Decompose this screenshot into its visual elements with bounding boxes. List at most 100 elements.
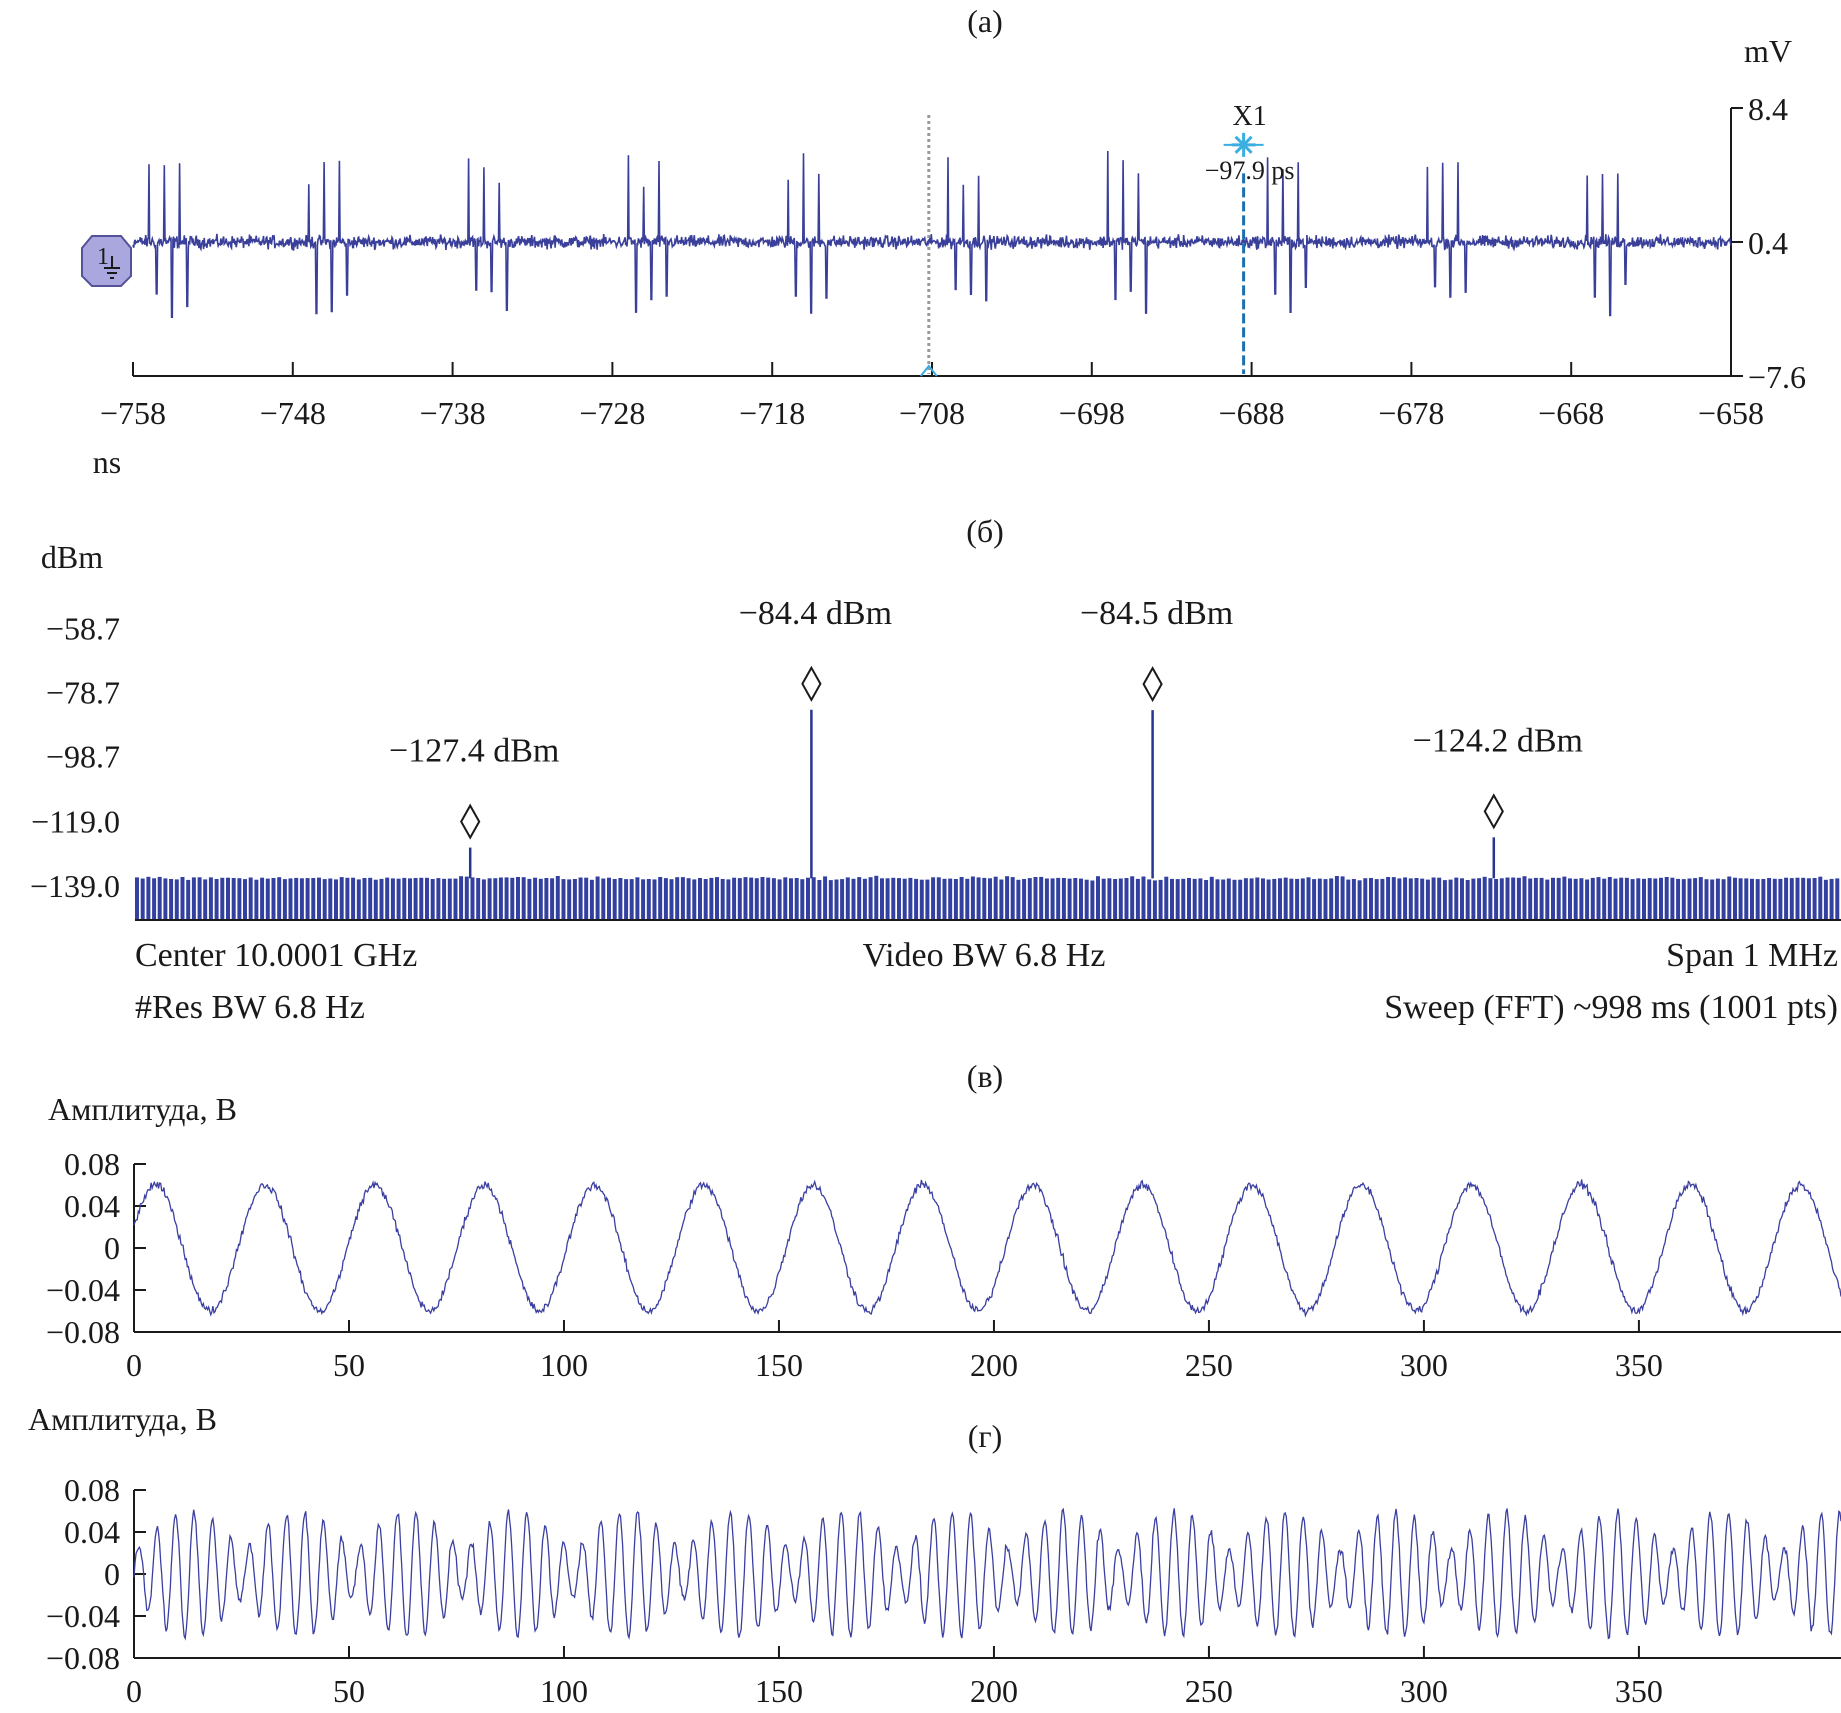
noise-bar bbox=[1653, 878, 1658, 920]
panel-d-x-tick-label: 50 bbox=[333, 1673, 365, 1709]
panel-d-y-tick-label: −0.08 bbox=[46, 1640, 120, 1676]
panel-d-y-tick-label: 0.04 bbox=[64, 1514, 120, 1550]
panel-a-label: (а) bbox=[967, 3, 1003, 39]
noise-bar bbox=[1039, 876, 1044, 920]
noise-bar bbox=[1607, 877, 1612, 920]
noise-bar bbox=[578, 877, 583, 920]
noise-bar bbox=[1823, 879, 1828, 920]
panel-c-y-tick-label: 0.04 bbox=[64, 1188, 120, 1224]
noise-bar bbox=[1232, 879, 1237, 920]
panel-c-x-tick-label: 100 bbox=[540, 1347, 588, 1383]
noise-bar bbox=[226, 877, 230, 920]
noise-bar bbox=[1164, 876, 1169, 920]
noise-bar bbox=[1602, 878, 1607, 920]
noise-bar bbox=[857, 877, 862, 920]
noise-bar bbox=[436, 878, 441, 920]
noise-bar bbox=[982, 877, 987, 920]
noise-bar bbox=[516, 877, 520, 920]
noise-bar bbox=[1744, 878, 1749, 920]
noise-bar bbox=[197, 877, 202, 920]
noise-bar bbox=[1221, 879, 1226, 920]
panel-c-y-label: Амплитуда, В bbox=[48, 1091, 237, 1127]
noise-bar bbox=[1107, 878, 1112, 920]
panel-a-y-tick-label: 8.4 bbox=[1748, 91, 1788, 127]
channel-1-ground-badge-icon[interactable]: 1 bbox=[81, 235, 132, 287]
noise-bar bbox=[1642, 878, 1646, 920]
panel-c-y-tick-label: 0 bbox=[104, 1230, 120, 1266]
noise-bar bbox=[709, 877, 714, 920]
panel-d-x-tick-label: 350 bbox=[1615, 1673, 1663, 1709]
noise-bar bbox=[811, 877, 816, 920]
panel-a-y-tick-label: −7.6 bbox=[1748, 359, 1806, 395]
noise-bar bbox=[299, 878, 304, 920]
panel-d-x-tick-label: 150 bbox=[755, 1673, 803, 1709]
noise-bar bbox=[1539, 877, 1544, 920]
noise-bar bbox=[1590, 877, 1595, 920]
diamond-marker-icon[interactable] bbox=[1142, 666, 1163, 703]
triangle-cursor-icon[interactable] bbox=[920, 364, 938, 377]
noise-bar bbox=[1505, 877, 1510, 920]
noise-bar bbox=[402, 877, 407, 920]
noise-bar bbox=[214, 879, 219, 920]
panel-b-y-tick-label: −98.7 bbox=[46, 739, 120, 775]
diamond-marker-icon[interactable] bbox=[460, 803, 481, 840]
noise-bar bbox=[902, 878, 907, 920]
noise-bar bbox=[1369, 878, 1373, 920]
noise-bar bbox=[476, 878, 481, 920]
noise-bar bbox=[1323, 879, 1328, 920]
noise-bar bbox=[783, 877, 788, 920]
noise-bar bbox=[1061, 878, 1066, 920]
noise-bar bbox=[897, 878, 901, 920]
noise-bar bbox=[1187, 878, 1191, 920]
noise-bar bbox=[607, 877, 611, 920]
noise-bar bbox=[720, 879, 725, 920]
peak-value-label: −124.2 dBm bbox=[1413, 722, 1583, 759]
diamond-marker-icon[interactable] bbox=[1483, 793, 1504, 830]
noise-bar bbox=[1806, 878, 1811, 920]
noise-bar bbox=[408, 878, 412, 920]
noise-bar bbox=[914, 878, 919, 920]
panel-a-x-tick-label: −688 bbox=[1219, 395, 1285, 431]
noise-bar bbox=[1761, 879, 1766, 920]
panel-b-y-tick-label: −78.7 bbox=[46, 675, 120, 711]
noise-bar bbox=[584, 877, 589, 920]
noise-bar bbox=[970, 876, 975, 920]
noise-bar bbox=[379, 878, 384, 920]
panel-b-peaks: −127.4 dBm −84.4 dBm −84.5 dBm −124.2 dBm bbox=[389, 595, 1583, 879]
noise-bar bbox=[1073, 878, 1078, 920]
noise-bar bbox=[1499, 878, 1504, 920]
noise-bar bbox=[510, 877, 515, 920]
noise-bar bbox=[1255, 877, 1260, 920]
x1-star-marker-icon[interactable] bbox=[1223, 132, 1264, 157]
noise-bar bbox=[1300, 878, 1305, 920]
noise-bar bbox=[1772, 878, 1777, 920]
noise-bar bbox=[533, 877, 538, 920]
noise-bar bbox=[1545, 879, 1550, 920]
noise-bar bbox=[1670, 877, 1675, 920]
noise-bar bbox=[658, 877, 663, 920]
noise-bar bbox=[572, 879, 577, 920]
noise-bar bbox=[254, 879, 259, 920]
noise-bar bbox=[965, 878, 970, 920]
noise-bar bbox=[339, 877, 344, 920]
noise-bar bbox=[885, 878, 890, 920]
noise-bar bbox=[754, 878, 759, 920]
noise-bar bbox=[1676, 878, 1681, 920]
noise-bar bbox=[169, 879, 174, 920]
noise-bar bbox=[544, 878, 549, 920]
noise-bar bbox=[180, 877, 185, 920]
noise-bar bbox=[555, 876, 560, 920]
noise-bar bbox=[1386, 877, 1391, 920]
noise-bar bbox=[1289, 878, 1294, 920]
noise-bar bbox=[1215, 879, 1220, 920]
diamond-marker-icon[interactable] bbox=[801, 665, 822, 702]
panel-a-x-tick-label: −718 bbox=[739, 395, 805, 431]
noise-bar bbox=[282, 879, 287, 920]
panel-c-x-tick-label: 350 bbox=[1615, 1347, 1663, 1383]
noise-bar bbox=[1693, 878, 1698, 920]
noise-bar bbox=[1096, 876, 1100, 920]
panel-b-label: (б) bbox=[966, 513, 1004, 549]
noise-bar bbox=[1113, 879, 1118, 920]
panel-a-oscilloscope: (а) mV ns −758 −748 −738 −728 −718 −708 −698 −6… bbox=[81, 3, 1806, 480]
noise-bar bbox=[891, 877, 896, 920]
